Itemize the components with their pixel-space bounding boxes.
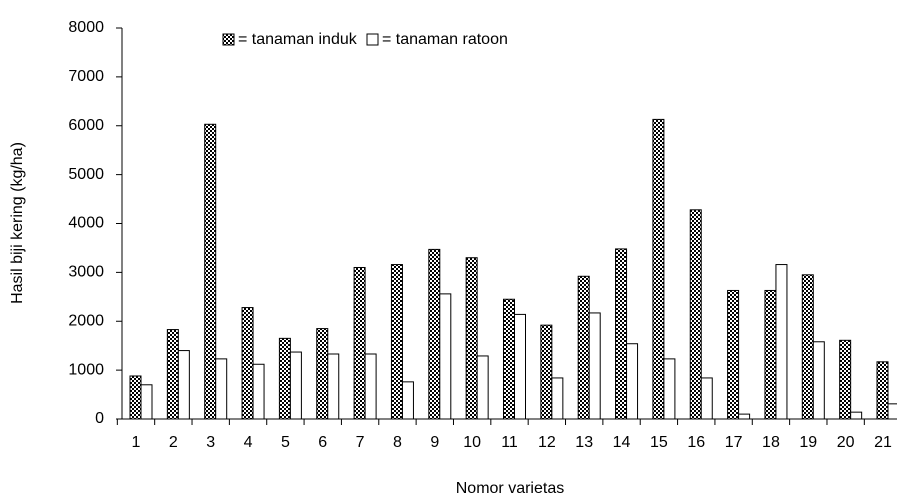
bar <box>327 353 340 420</box>
x-tick-label: 18 <box>762 434 780 451</box>
bar <box>850 411 863 420</box>
bar <box>316 328 329 420</box>
bar <box>166 329 179 420</box>
bar <box>390 264 403 420</box>
bar <box>401 381 414 420</box>
y-tick-label: 3000 <box>68 264 104 281</box>
bar <box>652 118 665 420</box>
x-tick-label: 16 <box>687 434 705 451</box>
x-tick-label: 2 <box>169 434 178 451</box>
bar <box>476 355 489 420</box>
bar <box>540 324 553 420</box>
legend-swatch <box>222 33 235 46</box>
legend-label: = tanaman ratoon <box>382 31 508 48</box>
x-tick-label: 6 <box>318 434 327 451</box>
x-tick-label: 15 <box>650 434 668 451</box>
x-tick-label: 5 <box>281 434 290 451</box>
y-tick-label: 0 <box>95 410 104 427</box>
bar <box>465 257 478 420</box>
bar <box>439 293 452 420</box>
bar <box>727 289 740 420</box>
bar <box>689 209 702 420</box>
bar <box>887 403 897 420</box>
bar <box>876 361 889 420</box>
x-tick-label: 8 <box>393 434 402 451</box>
x-tick-label: 10 <box>463 434 481 451</box>
y-tick-label: 2000 <box>68 312 104 329</box>
x-tick-label: 13 <box>575 434 593 451</box>
bar <box>514 313 526 420</box>
legend-label: = tanaman induk <box>238 31 358 48</box>
bar <box>812 341 825 420</box>
x-tick-label: 9 <box>430 434 439 451</box>
bar <box>252 363 265 420</box>
x-tick-label: 11 <box>501 434 518 451</box>
bar <box>428 248 441 420</box>
bar <box>503 298 515 420</box>
legend-swatch <box>366 33 379 46</box>
x-tick-label: 7 <box>356 434 365 451</box>
bar <box>577 275 590 420</box>
y-tick-label: 4000 <box>68 215 104 232</box>
bar <box>801 274 814 420</box>
y-tick-label: 7000 <box>68 68 104 85</box>
bar <box>839 339 852 420</box>
bar <box>241 307 254 420</box>
bar <box>278 337 291 420</box>
bar <box>364 353 377 420</box>
x-tick-label: 4 <box>244 434 253 451</box>
bar <box>177 350 190 420</box>
x-tick-label: 21 <box>874 434 892 451</box>
bar <box>626 343 639 420</box>
bar <box>289 351 302 420</box>
x-tick-label: 12 <box>538 434 556 451</box>
bar <box>551 377 564 420</box>
y-tick-label: 5000 <box>68 166 104 183</box>
y-tick-label: 8000 <box>68 19 104 36</box>
x-tick-label: 17 <box>725 434 743 451</box>
bar <box>129 375 142 420</box>
x-tick-label: 1 <box>132 434 141 451</box>
bar <box>738 413 751 420</box>
y-tick-label: 1000 <box>68 361 104 378</box>
bar <box>700 377 713 420</box>
bar <box>775 264 788 420</box>
x-tick-label: 20 <box>837 434 855 451</box>
bar <box>615 248 628 420</box>
y-tick-label: 6000 <box>68 117 104 134</box>
x-tick-label: 14 <box>613 434 631 451</box>
x-axis-title: Nomor varietas <box>456 480 564 497</box>
bar <box>215 358 228 420</box>
bar <box>663 358 676 420</box>
bar <box>764 289 777 420</box>
x-tick-label: 3 <box>206 434 215 451</box>
bar <box>353 266 366 420</box>
bar <box>588 312 601 420</box>
bar <box>140 384 153 420</box>
y-axis-title: Hasil biji kering (kg/ha) <box>9 142 26 304</box>
x-tick-label: 19 <box>799 434 817 451</box>
bar <box>204 123 217 420</box>
